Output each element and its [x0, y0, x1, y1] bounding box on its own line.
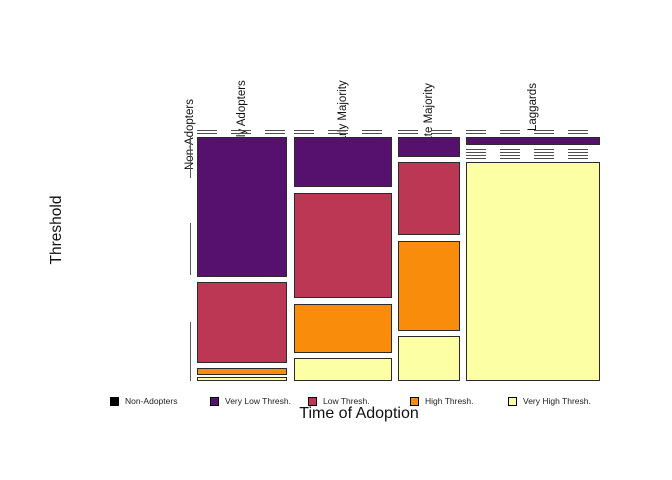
- legend-swatch: [110, 397, 119, 406]
- legend-swatch: [508, 397, 517, 406]
- mosaic-cell: [398, 137, 460, 157]
- mosaic-cell: [466, 162, 600, 381]
- legend-label: Low Thresh.: [323, 396, 370, 406]
- zero-row-dash: [466, 158, 600, 159]
- mosaic-cell: [294, 193, 392, 298]
- zero-row-dash: [466, 132, 600, 134]
- zero-row-dash: [294, 132, 392, 134]
- mosaic-cell: [294, 358, 392, 381]
- zero-row-dash: [466, 155, 600, 156]
- zero-column-segment: [189, 137, 191, 178]
- legend-swatch: [308, 397, 317, 406]
- zero-row-dash: [466, 152, 600, 153]
- mosaic-cell: [197, 377, 287, 381]
- zero-row-dash: [398, 130, 460, 131]
- mosaic-cell: [398, 336, 460, 381]
- zero-column-segment: [189, 223, 191, 275]
- mosaic-cell: [398, 162, 460, 235]
- zero-column-segment: [189, 322, 191, 381]
- mosaic-cell: [197, 368, 287, 375]
- legend-label: Very Low Thresh.: [225, 396, 291, 406]
- x-axis-title: Time of Adoption: [299, 405, 419, 422]
- mosaic-cell: [197, 282, 287, 363]
- legend-label: High Thresh.: [425, 396, 474, 406]
- legend-label: Non-Adopters: [125, 396, 178, 406]
- mosaic-cell: [294, 137, 392, 187]
- mosaic-cell: [466, 137, 600, 145]
- zero-row-dash: [294, 130, 392, 131]
- column-label: Laggards: [527, 83, 539, 131]
- zero-row-dash: [197, 130, 287, 131]
- zero-row-dash: [398, 132, 460, 134]
- zero-row-dash: [466, 130, 600, 131]
- y-axis-title: Threshold: [48, 195, 65, 265]
- zero-row-dash: [466, 149, 600, 150]
- legend-swatch: [210, 397, 219, 406]
- mosaic-cell: [294, 304, 392, 353]
- mosaic-cell: [197, 137, 287, 277]
- zero-row-dash: [197, 132, 287, 134]
- legend-swatch: [410, 397, 419, 406]
- mosaic-cell: [398, 241, 460, 331]
- legend-label: Very High Thresh.: [523, 396, 591, 406]
